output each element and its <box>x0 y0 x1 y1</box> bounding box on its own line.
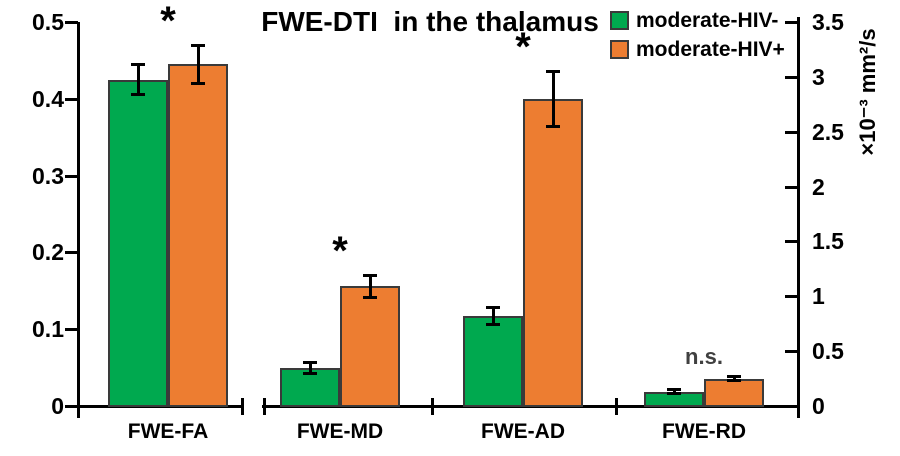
axis-tick <box>785 295 798 299</box>
tick-label: 0.5 <box>812 338 844 365</box>
bar-fwe-md-hiv-pos <box>340 286 400 407</box>
axis-tick <box>785 185 798 189</box>
tick-label: 3 <box>812 63 825 90</box>
bar-fwe-rd-hiv-pos <box>704 378 764 407</box>
error-bar <box>551 71 555 127</box>
legend-item-hiv-negative: moderate-HIV- <box>610 8 785 33</box>
error-bar-cap <box>546 69 560 73</box>
legend-item-hiv-positive: moderate-HIV+ <box>610 37 785 62</box>
error-bar-cap <box>546 124 560 128</box>
axis-tick <box>785 130 798 134</box>
legend-swatch-green <box>610 11 629 30</box>
category-label: FWE-AD <box>481 420 565 443</box>
error-bar-cap <box>303 360 317 364</box>
axis-tick <box>65 328 78 332</box>
tick-label: 0.5 <box>32 9 64 35</box>
tick-label: 0 <box>812 393 825 419</box>
bar-fwe-fa-hiv-pos <box>168 64 228 407</box>
tick-label: 0.2 <box>32 239 64 266</box>
error-bar <box>308 362 312 374</box>
tick-label: 0.3 <box>32 162 64 189</box>
tick-label: 1 <box>812 283 825 310</box>
y-axis-left-line <box>77 22 80 418</box>
axis-tick <box>65 21 78 24</box>
axis-tick <box>65 174 78 178</box>
axis-tick <box>785 21 798 24</box>
error-bar-cap <box>486 323 500 327</box>
y-axis-right-line <box>797 17 800 418</box>
error-bar-cap <box>303 371 317 375</box>
legend: moderate-HIV- moderate-HIV+ <box>610 8 785 66</box>
significance-marker: * <box>332 229 348 274</box>
error-bar <box>196 45 200 84</box>
bar-fwe-fa-hiv-neg <box>108 79 168 407</box>
tick-label: 0 <box>51 393 64 419</box>
bar-fwe-ad-hiv-neg <box>463 316 523 407</box>
error-bar <box>491 307 495 325</box>
tick-label: 3.5 <box>812 9 844 35</box>
significance-marker: n.s. <box>685 344 723 370</box>
legend-label: moderate-HIV+ <box>636 38 785 61</box>
category-label: FWE-FA <box>127 420 209 443</box>
error-bar-cap <box>191 81 205 85</box>
axis-tick <box>431 398 434 415</box>
bar-fwe-md-hiv-neg <box>280 367 340 407</box>
error-bar-cap <box>363 295 377 299</box>
error-bar-cap <box>486 305 500 309</box>
error-bar <box>732 376 736 381</box>
axis-tick <box>263 398 266 415</box>
chart-title: FWE-DTI in the thalamus <box>261 6 599 37</box>
bar-fwe-ad-hiv-pos <box>523 98 583 407</box>
axis-tick <box>785 240 798 244</box>
category-label: FWE-RD <box>662 420 746 443</box>
tick-label: 1.5 <box>812 228 844 255</box>
axis-tick <box>65 251 78 255</box>
axis-tick <box>241 398 244 415</box>
category-label: FWE-MD <box>296 420 384 443</box>
error-bar <box>672 389 676 394</box>
significance-marker: * <box>515 25 531 70</box>
error-bar-cap <box>667 392 681 396</box>
error-bar-cap <box>131 62 145 66</box>
tick-label: 0.1 <box>32 316 64 343</box>
axis-tick <box>615 398 618 415</box>
error-bar <box>368 275 372 298</box>
axis-tick <box>785 75 798 79</box>
error-bar-cap <box>131 93 145 97</box>
axis-tick <box>65 405 78 408</box>
axis-tick <box>785 350 798 354</box>
error-bar-cap <box>191 43 205 47</box>
error-bar-cap <box>727 374 741 378</box>
tick-label: 2 <box>812 173 825 200</box>
significance-marker: * <box>160 0 176 44</box>
error-bar-cap <box>727 379 741 383</box>
tick-label: 2.5 <box>812 118 844 145</box>
legend-swatch-orange <box>610 40 629 59</box>
error-bar <box>136 64 140 95</box>
error-bar-cap <box>667 388 681 392</box>
tick-label: 0.4 <box>32 85 64 112</box>
error-bar-cap <box>363 273 377 277</box>
axis-tick <box>65 97 78 101</box>
legend-label: moderate-HIV- <box>636 9 779 32</box>
